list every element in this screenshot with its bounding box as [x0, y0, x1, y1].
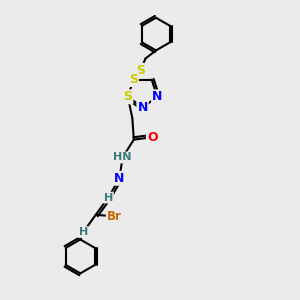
Text: N: N	[152, 90, 163, 103]
Text: H: H	[79, 227, 88, 237]
Text: HN: HN	[113, 152, 132, 163]
Text: S: S	[129, 73, 138, 86]
Text: Br: Br	[107, 210, 122, 223]
Text: S: S	[136, 64, 145, 77]
Text: N: N	[137, 101, 148, 114]
Text: N: N	[114, 172, 125, 185]
Text: H: H	[103, 193, 113, 202]
Text: S: S	[123, 90, 132, 103]
Text: O: O	[147, 131, 158, 144]
